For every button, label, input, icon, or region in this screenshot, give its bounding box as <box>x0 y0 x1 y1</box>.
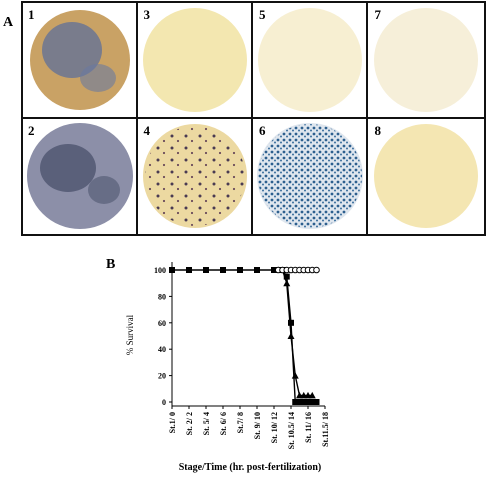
x-tick-label: St. 5/ 4 <box>202 412 211 435</box>
square-marker <box>169 267 175 273</box>
panel-label: B <box>106 257 115 272</box>
series-line <box>172 269 317 403</box>
x-tick-label: St. 6/ 6 <box>219 412 228 435</box>
embryo-image <box>258 8 362 112</box>
embryo-image <box>143 8 247 112</box>
square-marker <box>220 267 226 273</box>
square-marker <box>283 273 290 280</box>
x-tick-label: St. 9/ 10 <box>253 412 262 439</box>
image-label: 5 <box>259 7 266 22</box>
panel-label: A <box>3 15 14 30</box>
y-tick-label: 60 <box>158 319 166 328</box>
image-labels: 1 3 5 7 2 4 6 8 <box>28 7 382 138</box>
square-marker <box>292 399 299 405</box>
embryos <box>27 8 478 229</box>
embryo-image <box>374 124 478 228</box>
image-label: 2 <box>28 123 35 138</box>
x-tick-label: St. 10/ 12 <box>270 412 279 443</box>
square-marker <box>296 399 303 405</box>
y-axis-label: % Survival <box>125 314 135 355</box>
image-label: 6 <box>259 123 266 138</box>
square-marker <box>254 267 260 273</box>
x-tick-label: St. 10.5/ 14 <box>287 412 296 449</box>
triangle-marker <box>283 279 291 287</box>
square-marker <box>305 399 311 405</box>
square-marker <box>271 267 277 273</box>
image-label: 3 <box>144 7 151 22</box>
embryo-stain <box>145 126 245 226</box>
y-tick-label: 80 <box>158 292 166 301</box>
square-marker <box>288 319 294 326</box>
y-tick-label: 40 <box>158 345 166 354</box>
square-marker <box>309 399 316 405</box>
x-axis-label: Stage/Time (hr. post-fertilization) <box>179 462 321 473</box>
circle-marker <box>313 266 320 274</box>
triangle-marker <box>287 332 295 339</box>
embryo-stain <box>42 22 102 78</box>
y-tick-label: 20 <box>158 372 166 381</box>
x-tick-label: St. 2/ 2 <box>185 412 194 435</box>
x-tick-label: St.7/ 8 <box>236 412 245 433</box>
y-tick-label: 0 <box>162 398 166 407</box>
embryo-stain <box>88 176 120 204</box>
embryo-stain <box>40 144 96 192</box>
y-tick-label: 100 <box>154 266 166 275</box>
square-marker <box>237 267 243 273</box>
image-label: 1 <box>28 7 35 22</box>
x-tick-label: St. 11/ 16 <box>304 412 313 443</box>
square-marker <box>203 267 209 273</box>
embryo-stain <box>258 124 362 228</box>
x-tick-label: St.1/ 0 <box>168 412 177 433</box>
triangle-marker <box>291 372 299 379</box>
embryo-stain <box>80 64 116 92</box>
image-label: 7 <box>375 7 382 22</box>
image-label: 8 <box>375 123 382 138</box>
triangle-marker <box>308 391 316 399</box>
square-marker <box>186 267 192 273</box>
square-marker <box>300 399 307 405</box>
image-label: 4 <box>144 123 151 138</box>
x-tick-label: St.11.5/ 18 <box>321 412 330 447</box>
embryo-image <box>374 8 478 112</box>
square-marker <box>313 399 320 405</box>
